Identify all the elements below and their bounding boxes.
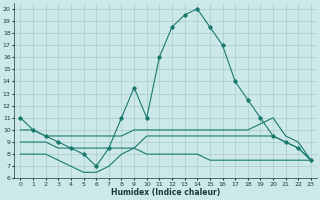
X-axis label: Humidex (Indice chaleur): Humidex (Indice chaleur)	[111, 188, 220, 197]
